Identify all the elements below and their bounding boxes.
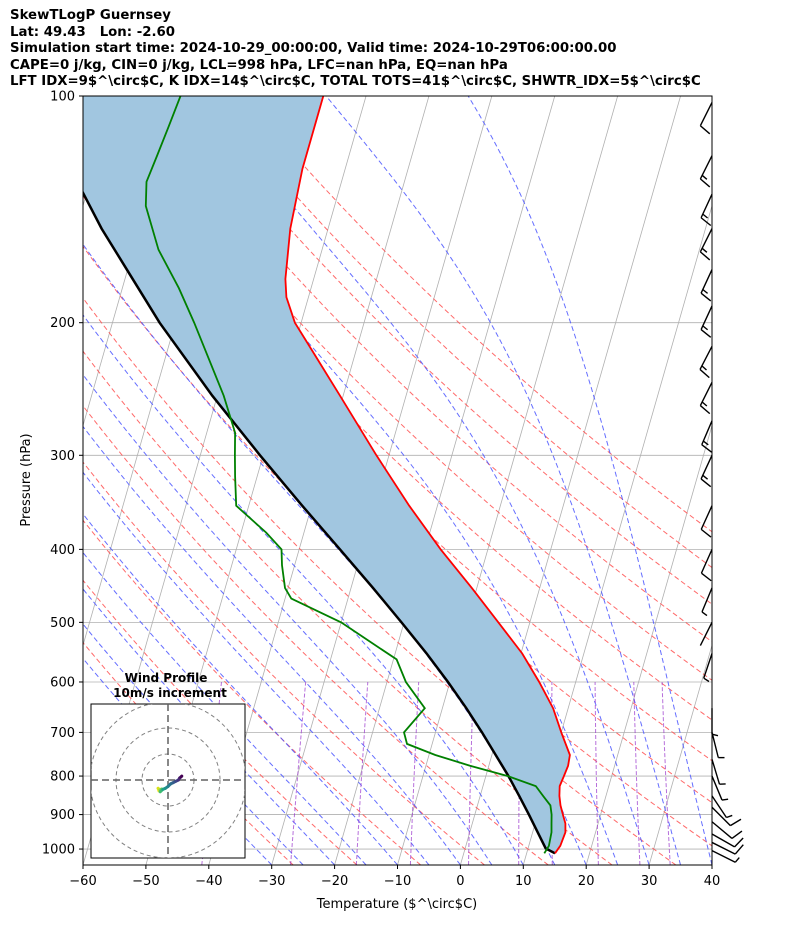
x-tick-label: −30 xyxy=(258,874,285,889)
moist-adiabat xyxy=(83,551,367,865)
wind-barb xyxy=(711,775,729,801)
wind-barb xyxy=(700,269,713,302)
wind-barb xyxy=(701,587,713,617)
moist-adiabat xyxy=(83,471,430,865)
wind-barb xyxy=(711,795,733,819)
wind-barb xyxy=(711,732,725,759)
wind-barb xyxy=(711,821,743,839)
mixing-ratio-line xyxy=(661,681,671,865)
cape-cin-fill xyxy=(83,96,570,854)
wind-barb xyxy=(711,850,740,863)
moist-adiabat xyxy=(110,96,619,865)
chart-title-line-2: Lat: 49.43 Lon: -2.60 xyxy=(10,24,176,40)
x-tick-label: −20 xyxy=(321,874,348,889)
isotherm-gridline xyxy=(711,863,712,865)
y-tick-label: 800 xyxy=(50,770,75,785)
moist-adiabat xyxy=(325,96,681,865)
wind-barb xyxy=(711,806,742,827)
moist-adiabat xyxy=(83,314,524,865)
axes: −60 −50 −40 −30 −20 −10 0 10 20 30 40 100 200 300 400 5… xyxy=(42,90,720,890)
grid-lines xyxy=(83,96,712,865)
dry-adiabat xyxy=(210,96,712,569)
wind-barb xyxy=(699,622,713,646)
y-tick-label: 200 xyxy=(50,316,75,331)
isotherm-gridline xyxy=(334,96,556,865)
hodograph-title: Wind Profile xyxy=(125,671,208,685)
chart-title-line-5: LFT IDX=9$^\circ$C, K IDX=14$^\circ$C, T… xyxy=(10,74,701,89)
moist-adiabat xyxy=(202,96,650,865)
chart-title-line-3: Simulation start time: 2024-10-29_00:00:… xyxy=(10,41,617,56)
series-lines xyxy=(83,96,571,855)
wind-barb xyxy=(699,102,713,135)
wind-barb xyxy=(711,708,719,737)
isotherm-gridline xyxy=(585,424,712,865)
hodograph-segment xyxy=(179,774,184,779)
dry-adiabat xyxy=(83,519,422,865)
y-axis-label: Pressure (hPa) xyxy=(19,433,34,526)
x-tick-label: 20 xyxy=(578,874,595,889)
dry-adiabat xyxy=(83,245,712,847)
moist-adiabat xyxy=(83,425,461,865)
x-axis-label: Temperature ($^\circ$C) xyxy=(316,897,477,912)
moist-adiabat xyxy=(83,513,398,865)
mixing-ratio-line xyxy=(290,681,307,865)
dewpoint-line xyxy=(144,96,553,854)
x-tick-label: −50 xyxy=(132,874,159,889)
y-tick-label: 600 xyxy=(50,675,75,690)
chart-title-line-4: CAPE=0 j/kg, CIN=0 j/kg, LCL=998 hPa, LF… xyxy=(10,57,508,73)
dry-adiabat xyxy=(83,297,677,865)
moist-adiabat xyxy=(83,588,335,865)
y-tick-label: 300 xyxy=(50,449,75,464)
wind-barb xyxy=(699,155,713,188)
hodograph-subtitle: 10m/s increment xyxy=(113,686,227,700)
chart-title-block: SkewTLogP Guernsey Lat: 49.43 Lon: -2.60… xyxy=(10,8,701,91)
chart-title-line-1: SkewTLogP Guernsey xyxy=(10,8,171,23)
x-tick-label: −60 xyxy=(69,874,96,889)
mixing-ratio-line xyxy=(468,681,474,865)
mixing-ratio-line xyxy=(355,681,369,865)
wind-barb xyxy=(699,346,713,379)
wind-barb xyxy=(701,420,713,453)
wind-barb xyxy=(700,193,713,227)
wind-barb xyxy=(700,549,713,582)
dry-adiabat xyxy=(83,579,358,865)
wind-barb xyxy=(711,833,744,848)
x-tick-label: 40 xyxy=(704,874,721,889)
y-tick-label: 1000 xyxy=(42,843,75,858)
x-tick-label: −40 xyxy=(195,874,222,889)
isotherm-gridline xyxy=(648,643,712,865)
wind-barb xyxy=(700,305,713,338)
mixing-ratio-line xyxy=(594,682,599,865)
wind-barb xyxy=(711,841,744,855)
wind-barbs xyxy=(699,102,744,863)
x-tick-label: −10 xyxy=(384,874,411,889)
dry-adiabat xyxy=(177,96,712,605)
y-tick-label: 500 xyxy=(50,616,75,631)
x-tick-label: 10 xyxy=(515,874,532,889)
mixing-ratio-line xyxy=(409,681,420,865)
x-tick-label: 0 xyxy=(456,874,464,889)
y-tick-label: 100 xyxy=(50,90,75,105)
temperature-line xyxy=(284,96,571,854)
moist-adiabat xyxy=(83,623,304,865)
y-tick-label: 700 xyxy=(50,726,75,741)
moist-adiabat xyxy=(467,96,712,865)
wind-barb xyxy=(700,505,713,538)
wind-barb xyxy=(699,382,713,415)
wind-barb xyxy=(711,759,726,785)
wind-barb xyxy=(703,653,713,683)
cin-area xyxy=(83,96,570,854)
wind-barb xyxy=(699,228,713,261)
mixing-ratio-line xyxy=(633,681,641,865)
y-tick-label: 400 xyxy=(50,543,75,558)
parcel-profile-line xyxy=(83,190,556,855)
dry-adiabat xyxy=(242,96,712,533)
dry-adiabat xyxy=(83,641,294,865)
x-tick-label: 30 xyxy=(641,874,658,889)
moist-adiabat xyxy=(83,373,493,865)
y-tick-label: 900 xyxy=(50,808,75,823)
wind-barb xyxy=(700,454,713,488)
